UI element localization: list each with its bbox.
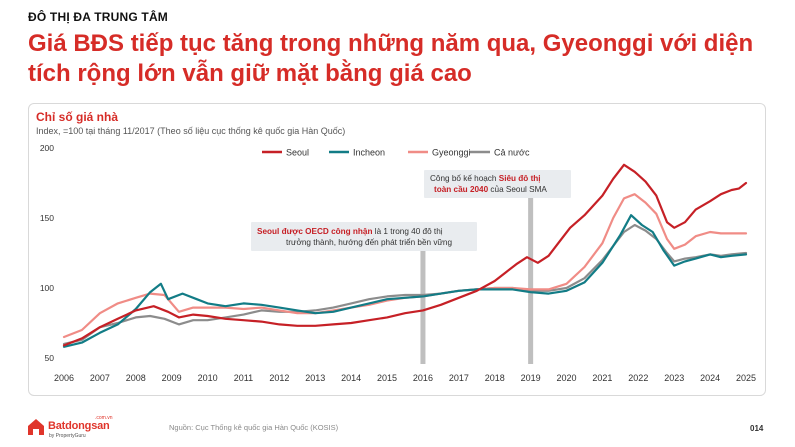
series-line-seoul <box>62 163 748 347</box>
x-tick-label: 2025 <box>736 373 756 383</box>
annotation-global-city-highlight: Siêu đô thị <box>499 174 541 183</box>
x-tick-label: 2008 <box>126 373 146 383</box>
legend-label: Gyeonggi <box>432 148 471 158</box>
x-tick-label: 2022 <box>628 373 648 383</box>
marker-bars <box>420 198 534 364</box>
y-tick-label: 100 <box>40 283 54 293</box>
annotation-global-city-plain: Công bố kế hoạch <box>430 174 499 183</box>
series-line-gyeonggi <box>62 193 748 339</box>
annotation-global-city-highlight-2: toàn cầu 2040 <box>434 185 489 194</box>
x-tick-label: 2024 <box>700 373 720 383</box>
x-tick-label: 2014 <box>341 373 361 383</box>
y-tick-label: 150 <box>40 213 54 223</box>
x-tick-label: 2009 <box>162 373 182 383</box>
x-tick-label: 2020 <box>557 373 577 383</box>
x-axis-ticks: 2006 2007 2008 2009 2010 2011 2012 2013 2014 2015… <box>54 373 756 383</box>
x-tick-label: 2010 <box>198 373 218 383</box>
annotation-global-city-line2: toàn cầu 2040 của Seoul SMA <box>434 185 547 194</box>
x-tick-label: 2012 <box>269 373 289 383</box>
y-axis-ticks: 50 100 150 200 <box>40 143 54 363</box>
marker-bar-2 <box>528 198 534 364</box>
x-tick-label: 2021 <box>592 373 612 383</box>
brand-tld: .com.vn <box>95 415 113 421</box>
y-tick-label: 200 <box>40 143 54 153</box>
house-logo-icon <box>28 419 44 435</box>
x-tick-label: 2013 <box>305 373 325 383</box>
source-note: Nguồn: Cục Thống kê quốc gia Hàn Quốc (K… <box>169 423 339 432</box>
annotation-oecd-box <box>251 222 477 251</box>
series-line-incheon <box>62 214 748 348</box>
annotation-oecd-line2: trưởng thành, hướng đến phát triển bền v… <box>286 237 452 247</box>
legend-label: Cả nước <box>494 148 530 158</box>
annotation-global-city-box <box>424 170 571 198</box>
series-lines <box>62 163 748 348</box>
page-number: 014 <box>750 424 764 433</box>
legend: Seoul Incheon Gyeonggi Cả nước <box>262 148 530 158</box>
legend-label: Incheon <box>353 148 385 158</box>
brand-name: Batdongsan <box>48 420 110 432</box>
chart-subtitle: Index, =100 tại tháng 11/2017 (Theo số l… <box>36 126 346 136</box>
annotation-oecd-rest: là 1 trong 40 đô thị <box>372 227 442 236</box>
annotation-oecd: Seoul được OECD công nhận là 1 trong 40 … <box>251 222 477 251</box>
y-tick-label: 50 <box>45 353 55 363</box>
chart-title: Chỉ số giá nhà <box>36 110 119 124</box>
annotation-oecd-highlight: Seoul được OECD công nhận <box>257 227 372 236</box>
brand-byline: by PropertyGuru <box>49 433 86 439</box>
annotation-global-city-rest: của Seoul SMA <box>488 185 547 194</box>
annotation-global-city-line1: Công bố kế hoạch Siêu đô thị <box>430 174 541 183</box>
x-tick-label: 2018 <box>485 373 505 383</box>
legend-label: Seoul <box>286 148 309 158</box>
x-tick-label: 2023 <box>664 373 684 383</box>
marker-bar-1 <box>420 250 426 364</box>
section-kicker: ĐÔ THỊ ĐA TRUNG TÂM <box>28 10 169 24</box>
x-tick-label: 2019 <box>521 373 541 383</box>
x-tick-label: 2007 <box>90 373 110 383</box>
x-tick-label: 2006 <box>54 373 74 383</box>
x-tick-label: 2017 <box>449 373 469 383</box>
annotation-oecd-line1: Seoul được OECD công nhận là 1 trong 40 … <box>257 227 443 236</box>
x-tick-label: 2011 <box>234 373 253 383</box>
x-tick-label: 2016 <box>413 373 433 383</box>
annotation-global-city: Công bố kế hoạch Siêu đô thị toàn cầu 20… <box>424 170 571 198</box>
x-tick-label: 2015 <box>377 373 397 383</box>
page-headline: Giá BĐS tiếp tục tăng trong những năm qu… <box>28 30 754 87</box>
brand-logo: Batdongsan .com.vn by PropertyGuru <box>27 415 127 440</box>
